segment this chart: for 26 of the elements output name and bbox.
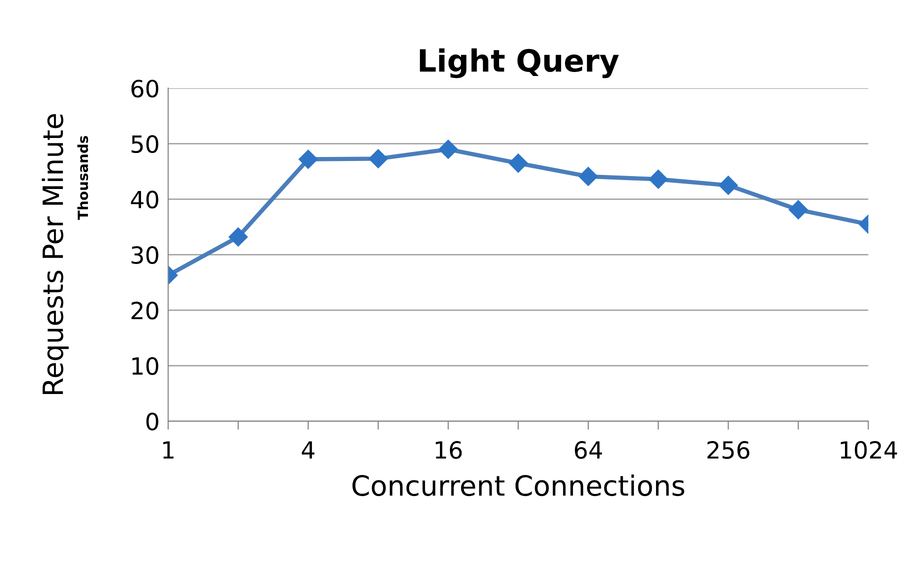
point [368, 149, 388, 168]
text: Thousands [77, 136, 88, 220]
point [718, 176, 738, 195]
y-tick-label: 40 [130, 190, 158, 209]
x-tick-label: 1 [163, 441, 174, 459]
x-tick-label: 16 [436, 441, 462, 459]
y-tick-label: 0 [146, 412, 158, 430]
x-axis-title: Concurrent Connections [352, 474, 684, 496]
point [228, 227, 248, 246]
point [648, 170, 668, 189]
x-tick-label: 256 [707, 441, 750, 459]
y-tick-label: 50 [132, 135, 158, 154]
y-axis-title: Requests Per Minute [42, 114, 69, 394]
y-tick-label: 30 [132, 246, 158, 264]
chart-title: Light Query [420, 48, 619, 78]
point [578, 166, 598, 186]
point [438, 140, 458, 159]
y-tick-label: 10 [132, 357, 158, 375]
y-tick-label: 20 [132, 302, 158, 320]
point [508, 154, 528, 173]
x-tick-label: 4 [302, 441, 314, 459]
y-tick-label: 60 [131, 80, 158, 98]
point [298, 150, 318, 169]
x-tick-label: 64 [574, 441, 602, 459]
point [788, 200, 808, 220]
x-tick-label: 1024 [840, 441, 898, 459]
